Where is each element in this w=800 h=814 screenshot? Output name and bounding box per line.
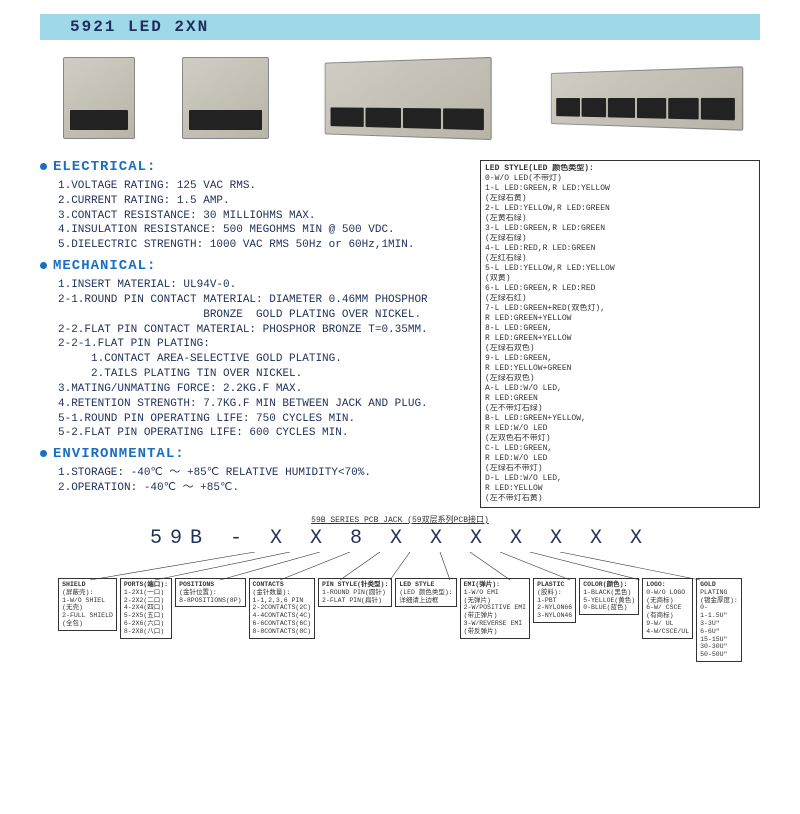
led-item: (左绿右黄) xyxy=(485,194,755,204)
option-box: PORTS(端口):1-2X1(一口)2-2X2(二口)4-2X4(四口)5-2… xyxy=(120,578,172,639)
spec-line: 2.OPERATION: -40℃ ～ +85℃. xyxy=(58,481,472,496)
led-item: (左双色右不带灯) xyxy=(485,434,755,444)
spec-line: 2.TAILS PLATING TIN OVER NICKEL. xyxy=(58,367,472,382)
spec-line: 3.CONTACT RESISTANCE: 30 MILLIOHMS MAX. xyxy=(58,209,472,224)
led-box-title: LED STYLE(LED 颜色类型): xyxy=(485,164,755,174)
led-item: 6-L LED:GREEN,R LED:RED xyxy=(485,284,755,294)
led-item: (左绿右绿) xyxy=(485,234,755,244)
led-item: R LED:GREEN xyxy=(485,394,755,404)
spec-line: 1.INSERT MATERIAL: UL94V-0. xyxy=(58,278,472,293)
spec-line: 5-2.FLAT PIN OPERATING LIFE: 600 CYCLES … xyxy=(58,426,472,441)
option-boxes-row: SHIELD(屏蔽壳):1-W/O SHIEL(无壳)2-FULL SHIELD… xyxy=(40,578,760,662)
option-box: LED STYLE(LED 颜色类型):详细请上边框 xyxy=(395,578,456,607)
bullet-icon xyxy=(40,450,47,457)
led-item: (左绿右双色) xyxy=(485,374,755,384)
connector-image-2x6 xyxy=(551,66,743,130)
option-box: PIN STYLE(针类型):1-ROUND PIN(圆针)2-FLAT PIN… xyxy=(318,578,392,607)
led-item: 8-L LED:GREEN, xyxy=(485,324,755,334)
spec-line: 4.RETENTION STRENGTH: 7.7KG.F MIN BETWEE… xyxy=(58,397,472,412)
led-item: B-L LED:GREEN+YELLOW, xyxy=(485,414,755,424)
led-item: R LED:W/O LED xyxy=(485,424,755,434)
led-item: 5-L LED:YELLOW,R LED:YELLOW xyxy=(485,264,755,274)
spec-line: BRONZE GOLD PLATING OVER NICKEL. xyxy=(58,308,472,323)
led-item: 3-L LED:GREEN,R LED:GREEN xyxy=(485,224,755,234)
led-item: D-L LED:W/O LED, xyxy=(485,474,755,484)
led-item: (左黄右绿) xyxy=(485,214,755,224)
part-number-code: 59B - X X 8 X X X X X X X xyxy=(40,527,760,550)
led-item: 0-W/O LED(不带灯) xyxy=(485,174,755,184)
led-item: 9-L LED:GREEN, xyxy=(485,354,755,364)
specifications: ELECTRICAL: 1.VOLTAGE RATING: 125 VAC RM… xyxy=(40,154,472,508)
led-item: (左红右绿) xyxy=(485,254,755,264)
environmental-heading: ENVIRONMENTAL: xyxy=(40,445,472,464)
option-box: CONTACTS(金针数量):1-1,2,3,6 PIN2-2CONTACTS(… xyxy=(249,578,316,639)
title-bar: 5921 LED 2XN xyxy=(40,14,760,40)
spec-line: 1.VOLTAGE RATING: 125 VAC RMS. xyxy=(58,179,472,194)
bullet-icon xyxy=(40,163,47,170)
led-item: (双黄) xyxy=(485,274,755,284)
spec-line: 2-2.FLAT PIN CONTACT MATERIAL: PHOSPHOR … xyxy=(58,323,472,338)
spec-line: 2-2-1.FLAT PIN PLATING: xyxy=(58,337,472,352)
led-item: (左不带灯右绿) xyxy=(485,404,755,414)
pn-label-top: 59B SERIES PCB JACK (59双层系列PCB接口) xyxy=(40,514,760,525)
spec-line: 4.INSULATION RESISTANCE: 500 MEGOHMS MIN… xyxy=(58,223,472,238)
option-box: SHIELD(屏蔽壳):1-W/O SHIEL(无壳)2-FULL SHIELD… xyxy=(58,578,117,631)
product-images-row xyxy=(40,48,760,148)
connector-image-2x1b xyxy=(182,57,269,139)
led-item: (左绿右红) xyxy=(485,294,755,304)
led-item: 2-L LED:YELLOW,R LED:GREEN xyxy=(485,204,755,214)
led-item: R LED:GREEN+YELLOW xyxy=(485,314,755,324)
led-item: R LED:GREEN+YELLOW xyxy=(485,334,755,344)
led-style-box: LED STYLE(LED 颜色类型): 0-W/O LED(不带灯)1-L L… xyxy=(480,160,760,508)
spec-line: 2.CURRENT RATING: 1.5 AMP. xyxy=(58,194,472,209)
option-box: EMI(弹片):1-W/O EMI(无弹片)2-W/POSITIVE EMI(带… xyxy=(460,578,530,639)
led-item: A-L LED:W/O LED, xyxy=(485,384,755,394)
spec-line: 2-1.ROUND PIN CONTACT MATERIAL: DIAMETER… xyxy=(58,293,472,308)
option-box: COLOR(颜色):1-BLACK(黑色)5-YELLOE(黄色)0-BLUE(… xyxy=(579,578,639,615)
option-box: LOGO:0-W/O LOGO(无商标)6-W/ CSCE(有商标)9-W/ U… xyxy=(642,578,693,639)
led-item: R LED:YELLOW xyxy=(485,484,755,494)
option-box: GOLDPLATING(镀金厚度):0-1-1.5U"3-3U"6-6U"15-… xyxy=(696,578,742,662)
option-box: PLASTIC(胶料):1-PBT2-NYLON663-NYLON46 xyxy=(533,578,576,623)
option-box: POSITIONS(金针位置):8-8POSITIONS(8P) xyxy=(175,578,245,607)
led-item: 4-L LED:RED,R LED:GREEN xyxy=(485,244,755,254)
spec-line: 5.DIELECTRIC STRENGTH: 1000 VAC RMS 50Hz… xyxy=(58,238,472,253)
led-item: R LED:YELLOW+GREEN xyxy=(485,364,755,374)
connector-lines xyxy=(40,552,760,582)
spec-line: 3.MATING/UNMATING FORCE: 2.2KG.F MAX. xyxy=(58,382,472,397)
led-item: (左不带灯右黄) xyxy=(485,494,755,504)
led-item: (左绿右双色) xyxy=(485,344,755,354)
connector-image-2x4 xyxy=(325,56,492,139)
led-item: C-L LED:GREEN, xyxy=(485,444,755,454)
spec-line: 5-1.ROUND PIN OPERATING LIFE: 750 CYCLES… xyxy=(58,412,472,427)
led-item: 7-L LED:GREEN+RED(双色灯), xyxy=(485,304,755,314)
led-item: (左绿右不带灯) xyxy=(485,464,755,474)
mechanical-heading: MECHANICAL: xyxy=(40,257,472,276)
led-item: 1-L LED:GREEN,R LED:YELLOW xyxy=(485,184,755,194)
spec-line: 1.STORAGE: -40℃ ～ +85℃ RELATIVE HUMIDITY… xyxy=(58,466,472,481)
spec-line: 1.CONTACT AREA-SELECTIVE GOLD PLATING. xyxy=(58,352,472,367)
connector-image-2x1 xyxy=(63,57,135,139)
electrical-heading: ELECTRICAL: xyxy=(40,158,472,177)
led-item: R LED:W/O LED xyxy=(485,454,755,464)
part-number-section: 59B SERIES PCB JACK (59双层系列PCB接口) 59B - … xyxy=(40,514,760,694)
bullet-icon xyxy=(40,262,47,269)
